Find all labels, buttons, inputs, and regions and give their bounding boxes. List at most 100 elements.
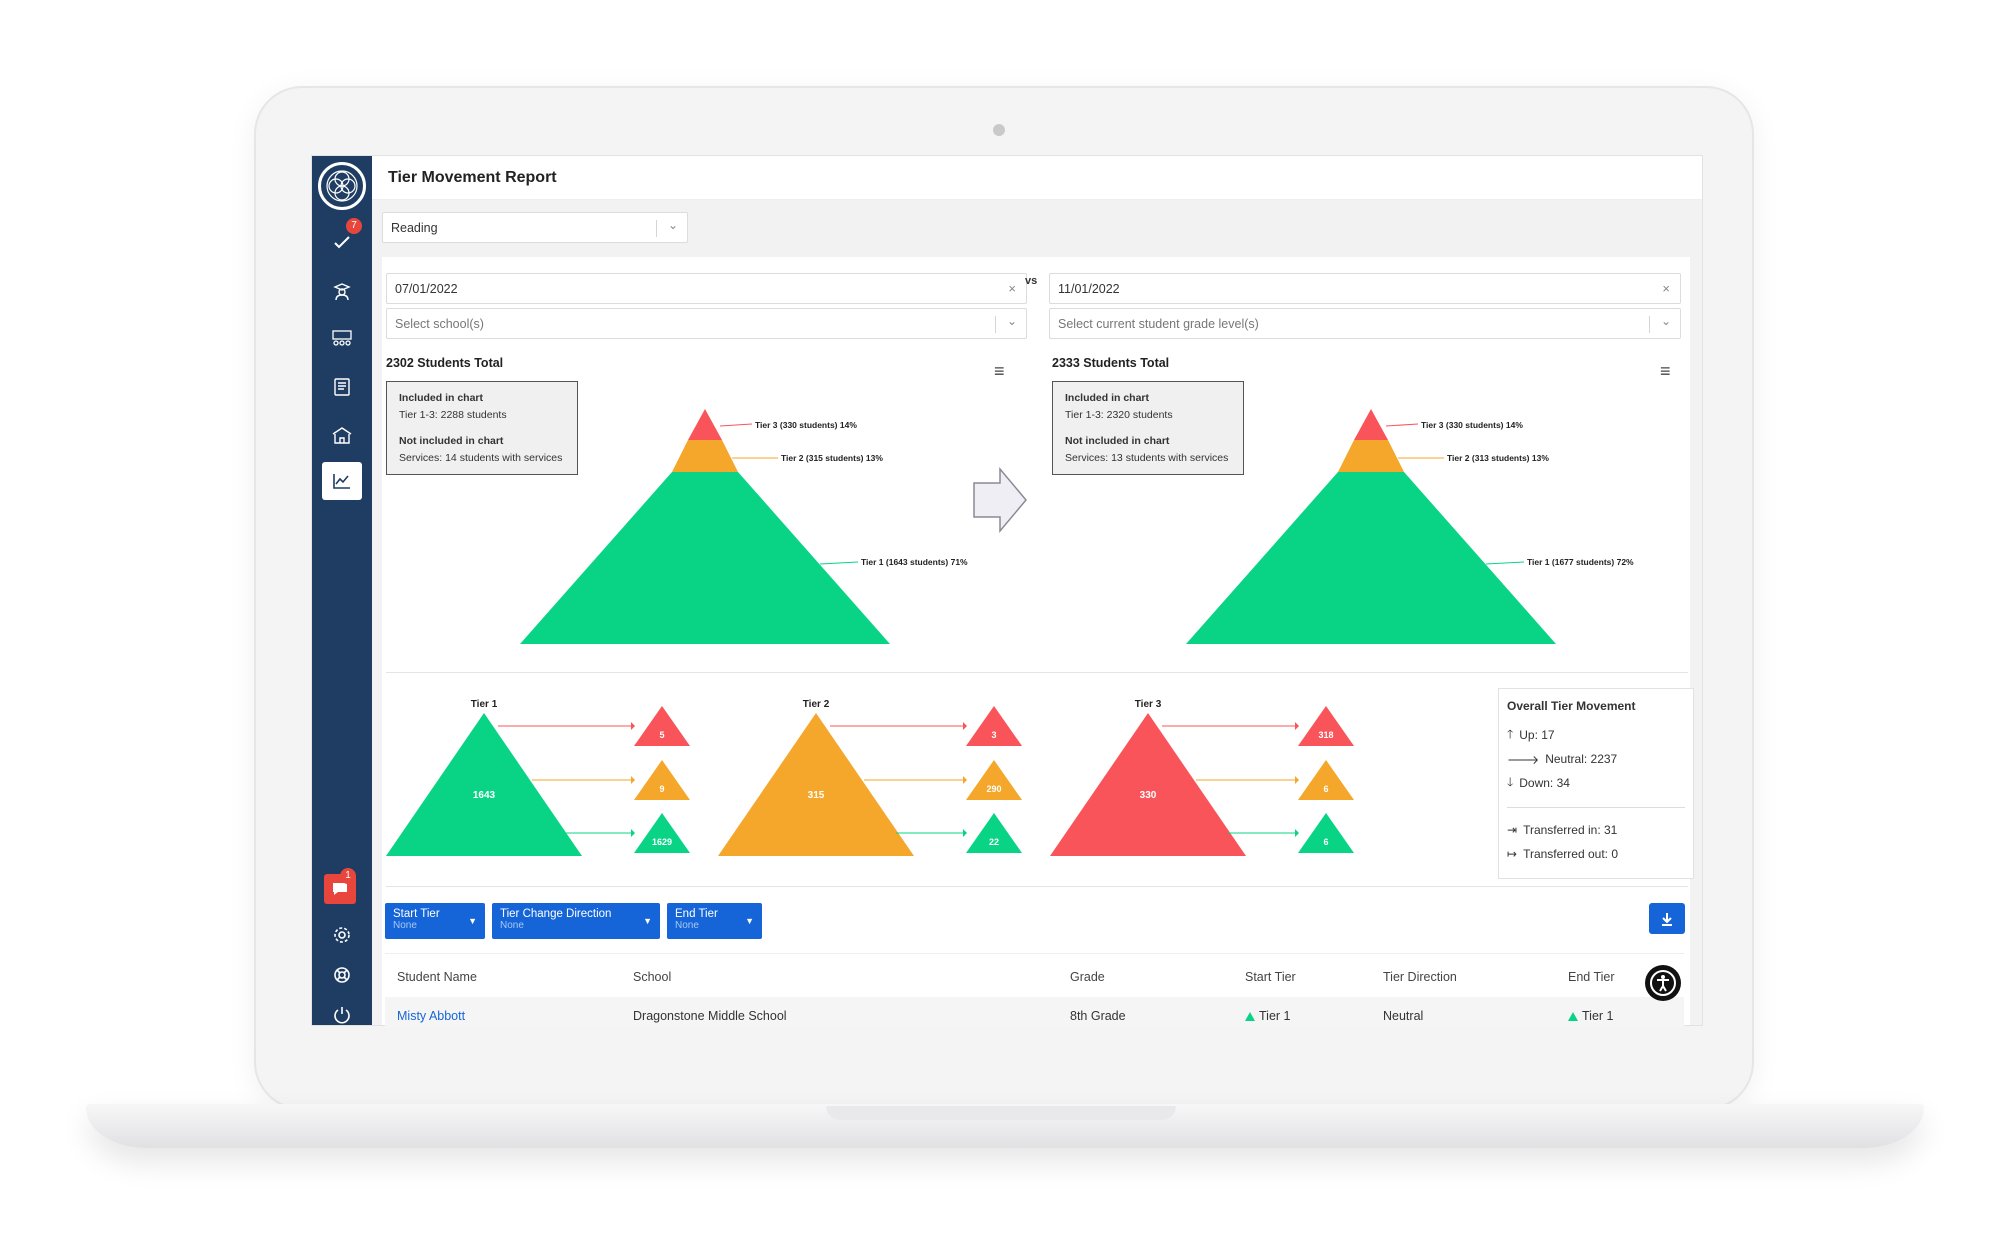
clear-icon[interactable]: × <box>1662 281 1670 296</box>
sidebar: 7 1 <box>312 156 372 1025</box>
flow-source-triangle <box>1050 713 1246 856</box>
flow-target-triangle <box>966 813 1022 853</box>
caret-down-icon: ▼ <box>745 916 754 926</box>
clear-icon[interactable]: × <box>1008 281 1016 296</box>
help-icon[interactable] <box>322 956 362 994</box>
left-chart-menu-icon[interactable]: ≡ <box>994 361 1005 381</box>
end-date-input[interactable]: 11/01/2022 × <box>1049 273 1681 304</box>
school-icon[interactable] <box>322 416 362 454</box>
movement-down: Down: 34 <box>1519 776 1570 790</box>
caret-down-icon: ▼ <box>643 916 652 926</box>
table-row: Misty Abbott Dragonstone Middle School 8… <box>385 997 1684 1027</box>
flow-target-value: 290 <box>986 784 1001 794</box>
flow-title: Tier 3 <box>1135 699 1162 710</box>
camera <box>993 124 1005 136</box>
right-tier1-label: Tier 1 (1677 students) 72% <box>1527 557 1634 567</box>
col-school[interactable]: School <box>633 970 672 984</box>
excluded-title: Not included in chart <box>1065 435 1170 447</box>
left-tier3-label: Tier 3 (330 students) 14% <box>755 420 857 430</box>
tasks-icon[interactable]: 7 <box>322 218 362 262</box>
flow-arrowhead <box>631 776 635 784</box>
flow-target-value: 6 <box>1323 784 1328 794</box>
accessibility-icon <box>1650 970 1676 996</box>
gear-icon[interactable] <box>322 916 362 954</box>
topbar: Tier Movement Report <box>372 156 1702 200</box>
flow-target-value: 3 <box>991 730 996 740</box>
filter-label: Start Tier <box>393 908 440 920</box>
pyramid-charts <box>520 409 1556 644</box>
flow-target-triangle <box>966 760 1022 800</box>
student-name-link[interactable]: Misty Abbott <box>397 1009 466 1023</box>
flow-arrowhead <box>631 722 635 730</box>
start-date-input[interactable]: 07/01/2022 × <box>386 273 1027 304</box>
right-chart-menu-icon[interactable]: ≡ <box>1660 361 1671 381</box>
included-title: Included in chart <box>399 392 484 404</box>
subject-select[interactable]: Reading ⌄ <box>382 212 688 243</box>
excluded-value: Services: 13 students with services <box>1065 452 1229 464</box>
logo-icon[interactable] <box>318 162 366 210</box>
flow-arrowhead <box>963 829 967 837</box>
cell-start-tier: Tier 1 <box>1259 1009 1291 1023</box>
flow-target-value: 22 <box>989 837 999 847</box>
filter-label: Tier Change Direction <box>500 908 612 920</box>
col-start-tier[interactable]: Start Tier <box>1245 970 1296 984</box>
end-date-value: 11/01/2022 <box>1058 282 1120 296</box>
left-tier1-label: Tier 1 (1643 students) 71% <box>861 557 968 567</box>
col-student-name[interactable]: Student Name <box>397 970 477 984</box>
grade-select[interactable]: Select current student grade level(s) ⌄ <box>1049 308 1681 339</box>
page-title: Tier Movement Report <box>388 169 557 186</box>
right-tier1-segment <box>1186 472 1556 644</box>
cell-grade: 8th Grade <box>1070 1009 1126 1023</box>
tier-change-direction-filter[interactable]: Tier Change Direction None ▼ <box>492 903 660 939</box>
col-end-tier[interactable]: End Tier <box>1568 970 1615 984</box>
screen: 7 1 Tier Moveme <box>311 155 1703 1026</box>
sign-in-icon: ⇥ <box>1507 823 1518 837</box>
groups-icon[interactable] <box>322 320 362 358</box>
accessibility-button[interactable] <box>1645 965 1681 1001</box>
movement-title: Overall Tier Movement <box>1507 699 1636 713</box>
flow-target-value: 6 <box>1323 837 1328 847</box>
flow-source-triangle <box>386 713 582 856</box>
triangle-up-icon <box>1245 1012 1255 1021</box>
flow-source-triangle <box>718 713 914 856</box>
flow-target-triangle <box>1298 706 1354 746</box>
flow-arrowhead <box>1295 776 1299 784</box>
select-separator <box>995 316 996 333</box>
chat-icon[interactable]: 1 <box>324 868 356 904</box>
students-icon[interactable] <box>322 272 362 310</box>
flow-target-triangle <box>634 706 690 746</box>
start-date-value: 07/01/2022 <box>395 282 458 296</box>
arrow-up-icon: 🡑 <box>1507 726 1514 741</box>
chevron-down-icon: ⌄ <box>1660 314 1671 328</box>
power-icon[interactable] <box>322 996 362 1025</box>
col-grade[interactable]: Grade <box>1070 970 1105 984</box>
chevron-down-icon: ⌄ <box>667 218 678 232</box>
start-tier-filter[interactable]: Start Tier None ▼ <box>385 903 485 939</box>
analytics-icon[interactable] <box>322 462 362 500</box>
flow-arrowhead <box>631 829 635 837</box>
section-divider <box>386 672 1688 673</box>
school-select[interactable]: Select school(s) ⌄ <box>386 308 1027 339</box>
included-value: Tier 1-3: 2288 students <box>399 409 507 421</box>
included-title: Included in chart <box>1065 392 1150 404</box>
download-button[interactable] <box>1649 903 1685 934</box>
school-select-placeholder: Select school(s) <box>395 317 484 331</box>
right-info-box: Included in chart Tier 1-3: 2320 student… <box>1052 381 1244 475</box>
left-tier3-segment <box>688 409 722 440</box>
sign-out-icon: ↦ <box>1507 847 1518 861</box>
flow-source-value: 330 <box>1140 790 1157 801</box>
flow-title: Tier 2 <box>803 699 830 710</box>
col-tier-direction[interactable]: Tier Direction <box>1383 970 1457 984</box>
movement-up: Up: 17 <box>1519 728 1555 742</box>
right-tier3-label: Tier 3 (330 students) 14% <box>1421 420 1523 430</box>
flow-arrowhead <box>963 722 967 730</box>
included-value: Tier 1-3: 2320 students <box>1065 409 1173 421</box>
flow-target-triangle <box>634 813 690 853</box>
flow-source-value: 1643 <box>473 790 496 801</box>
grade-select-placeholder: Select current student grade level(s) <box>1058 317 1259 331</box>
end-tier-filter[interactable]: End Tier None ▼ <box>667 903 762 939</box>
book-icon[interactable] <box>322 368 362 406</box>
flow-target-value: 318 <box>1318 730 1333 740</box>
chat-badge: 1 <box>340 868 356 884</box>
filter-label: End Tier <box>675 908 718 920</box>
